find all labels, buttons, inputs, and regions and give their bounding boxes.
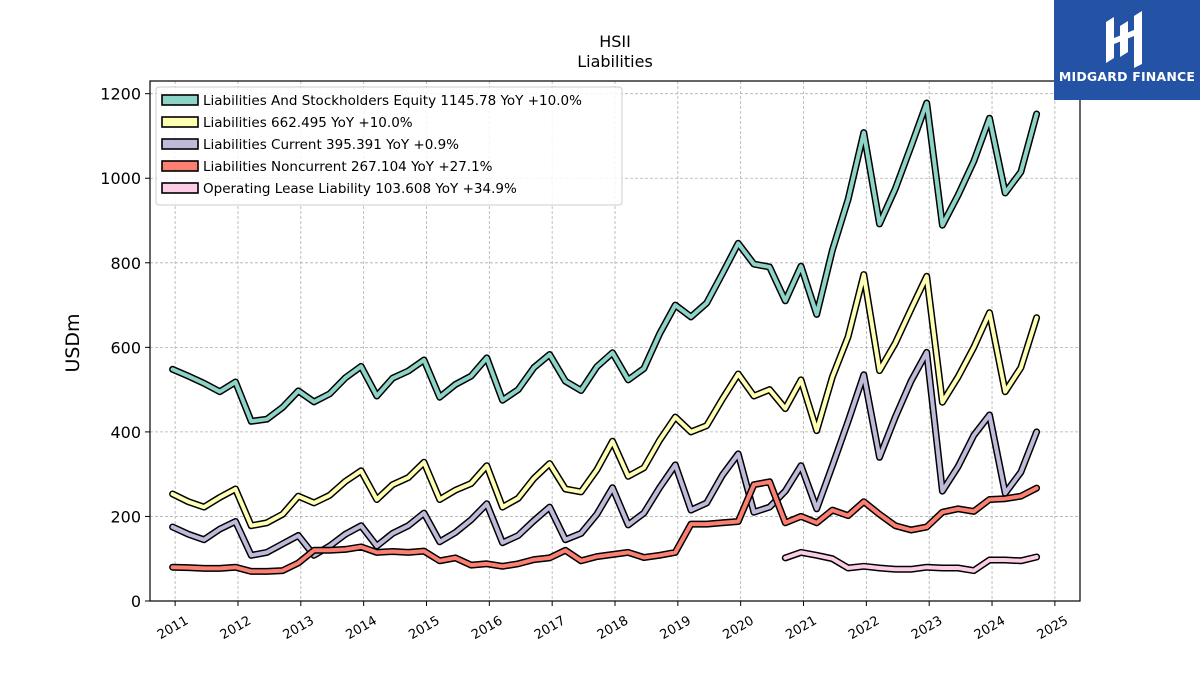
series-outline-liabilities: [169, 271, 1041, 530]
legend-swatch: [161, 116, 199, 128]
x-tick-label: 2020: [721, 613, 757, 643]
x-tick-label: 2023: [909, 613, 945, 643]
y-axis-label: USDm: [62, 313, 84, 372]
chart-ticker: HSII: [599, 32, 631, 51]
legend-swatch: [161, 138, 199, 150]
x-tick-label: 2024: [972, 613, 1008, 643]
series-line-liabilities-noncurrent: [170, 479, 1039, 574]
series-line-liabilities: [170, 272, 1039, 528]
y-tick-label: 400: [110, 423, 141, 442]
x-tick-label: 2019: [658, 613, 694, 643]
y-tick-label: 600: [110, 338, 141, 357]
chart-title: Liabilities: [577, 52, 653, 71]
legend-label: Liabilities 662.495 YoY +10.0%: [203, 115, 413, 131]
legend-label: Liabilities Noncurrent 267.104 YoY +27.1…: [203, 159, 493, 175]
series-group: [169, 99, 1041, 575]
legend-swatch: [161, 94, 199, 106]
legend-label: Liabilities And Stockholders Equity 1145…: [203, 93, 582, 109]
legend-label: Liabilities Current 395.391 YoY +0.9%: [203, 137, 459, 153]
x-tick-label: 2022: [846, 613, 882, 643]
x-tick-label: 2021: [783, 613, 819, 643]
x-tick-label: 2016: [469, 613, 505, 643]
x-tick-label: 2025: [1035, 613, 1071, 643]
y-tick-label: 1000: [100, 169, 141, 188]
x-tick-label: 2014: [343, 613, 379, 643]
brand-logo: MIDGARD FINANCE: [1054, 0, 1200, 100]
x-tick-label: 2012: [218, 613, 254, 643]
legend-box: [155, 86, 623, 206]
x-tick-label: 2013: [281, 613, 317, 643]
x-tick-label: 2018: [595, 613, 631, 643]
x-tick-label: 2011: [155, 613, 191, 643]
legend-swatch: [161, 160, 199, 172]
legend: Liabilities And Stockholders Equity 1145…: [155, 86, 623, 206]
logo-text: MIDGARD FINANCE: [1058, 69, 1196, 84]
series-line-operating-lease-liability: [783, 550, 1039, 573]
legend-label: Operating Lease Liability 103.608 YoY +3…: [203, 181, 517, 197]
series-line-liabilities-and-stockholders-equity: [170, 101, 1039, 424]
logo-mark-icon: [1106, 11, 1142, 68]
y-tick-label: 200: [110, 507, 141, 526]
x-tick-label: 2017: [532, 613, 568, 643]
y-tick-label: 0: [131, 592, 141, 611]
x-tick-label: 2015: [406, 613, 442, 643]
y-tick-label: 800: [110, 254, 141, 273]
y-tick-label: 1200: [100, 85, 141, 104]
legend-swatch: [161, 182, 199, 194]
